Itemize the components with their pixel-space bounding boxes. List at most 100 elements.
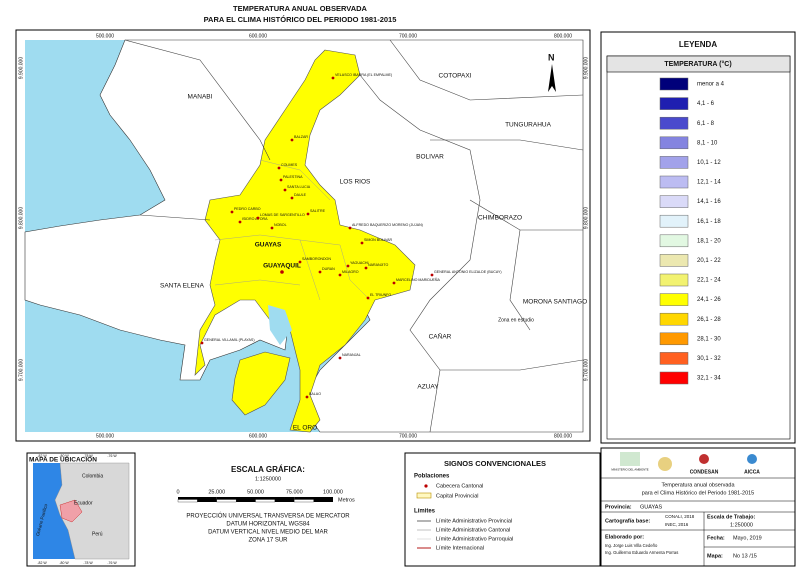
town-dot: [430, 273, 434, 277]
limit: [214, 234, 341, 246]
province-label: EL ORO: [293, 425, 317, 432]
scale-tick-label: 25.000: [208, 489, 225, 495]
x-coord: 500.000: [96, 33, 114, 39]
legend-label: 4,1 - 6: [697, 101, 715, 107]
legend-label: 24,1 - 26: [697, 297, 721, 303]
symbol-label: Límite Administrativo Provincial: [436, 518, 512, 524]
x-coord: 800.000: [554, 33, 572, 39]
town-label: MARCELINO MARIDUEÑA: [396, 277, 441, 282]
legend-swatch: [659, 234, 689, 248]
info-value: Mayo, 2019: [733, 535, 762, 541]
scale-segment: [294, 499, 314, 503]
town-label: NARANJAL: [342, 353, 361, 357]
province-labels: MANABI COTOPAXI TUNGURAHUA BOLIVAR LOS R…: [160, 73, 587, 432]
legend-label: 16,1 - 18: [697, 219, 721, 225]
town-dot: [306, 212, 310, 216]
legend-label: 20,1 - 22: [697, 258, 721, 264]
province-label: MORONA SANTIAGO: [523, 299, 587, 306]
inset-lon: -80 W: [59, 561, 69, 565]
town-label: EL TRIUNFO: [370, 293, 391, 297]
coordinates: 500.000 600.000 700.000 800.000 500.000 …: [18, 33, 589, 439]
info-grid: [601, 477, 795, 566]
limit: [124, 39, 271, 161]
canton-limits: [214, 159, 371, 301]
legend-label: 30,1 - 32: [697, 356, 721, 362]
town-label: PEDRO CARBO: [234, 207, 261, 211]
town-dot: [366, 296, 370, 300]
symbol-label: Límite Administrativo Cantonal: [436, 527, 510, 533]
town-dot: [360, 241, 364, 245]
x-coord: 700.000: [399, 33, 417, 39]
scale-tick-label: 0: [176, 489, 179, 495]
legend-swatch: [659, 175, 689, 189]
logo: [747, 454, 757, 464]
y-coord: 9.900.000: [583, 57, 589, 79]
town-dot: [230, 210, 234, 214]
x-coord: 500.000: [96, 433, 114, 439]
symbols-frame: [404, 452, 601, 567]
legend-frame: [600, 31, 796, 444]
info-value: INEC, 2016: [665, 522, 689, 527]
scale-unit: Metros: [338, 497, 355, 503]
limit: [299, 239, 321, 301]
projection: PROYECCIÓN UNIVERSAL TRANSVERSA DE MERCA…: [186, 513, 350, 520]
legend-label: 18,1 - 20: [697, 238, 721, 244]
limit: [509, 229, 531, 331]
scale-segment: [274, 499, 295, 502]
info-label: Mapa:: [707, 553, 723, 559]
map-body: N: [24, 39, 584, 433]
legend-label: 10,1 - 12: [697, 160, 721, 166]
town-dot: [200, 341, 204, 345]
symbols-heading: Poblaciones: [414, 474, 450, 480]
province-label: SANTA ELENA: [160, 283, 205, 290]
title: PARA EL CLIMA HISTÓRICO DEL PERIODO 1981…: [204, 15, 397, 24]
info-frame: [600, 447, 796, 567]
town-label: YAGUACHI: [350, 261, 369, 265]
y-coord: 9.700.000: [583, 359, 589, 381]
town-dot: [392, 281, 396, 285]
town-dot: [290, 138, 294, 142]
inset-land: [54, 462, 130, 560]
town-dot: [298, 260, 302, 264]
limit: [214, 279, 301, 286]
province-label: Zona en estudio: [498, 317, 534, 323]
projection: DATUM VERTICAL NIVEL MEDIO DEL MAR: [208, 530, 328, 536]
info-value: Ing. Jorge Luis Villa Cedeño: [605, 543, 658, 548]
gulf-inlet: [268, 305, 292, 345]
town-label: GENERAL VILLAMIL (PLAYAS): [204, 338, 255, 342]
limit: [339, 244, 371, 301]
limit: [139, 214, 211, 221]
town-label: BALZAR: [294, 135, 308, 139]
inset-lon: -82 W: [37, 454, 47, 458]
legend-label: 26,1 - 28: [697, 317, 721, 323]
legend-swatch: [659, 254, 689, 267]
legend-swatch: [659, 136, 689, 150]
x-coord: 600.000: [249, 33, 267, 39]
title: TEMPERATURA ANUAL OBSERVADA: [233, 4, 367, 13]
province-label: CHIMBORAZO: [478, 215, 522, 222]
legend-swatch: [659, 156, 689, 169]
legend-swatch: [659, 77, 689, 91]
north-arrow: N: [548, 52, 555, 62]
town-label: PALESTINA: [283, 175, 303, 179]
legend-swatch: [659, 371, 689, 385]
limit: [359, 74, 584, 371]
symbol-dot: [424, 484, 428, 488]
town-label: VELASCO IBARRA (EL EMPALME): [335, 73, 392, 77]
capital-dot: [280, 270, 284, 274]
logo-text: AICCA: [744, 469, 760, 475]
limit: [430, 139, 584, 151]
logo-text: CONDESAN: [690, 469, 719, 475]
inset-country: Ecuador: [74, 500, 93, 506]
scale-tick-label: 75.000: [286, 489, 303, 495]
scale-segment: [177, 499, 198, 503]
town-dot: [256, 216, 260, 220]
info-label: Escala de Trabajo:: [707, 514, 755, 520]
town-dot: [364, 266, 368, 270]
scale-segment: [313, 499, 333, 502]
legend-swatch: [659, 312, 689, 326]
town-dot: [290, 196, 294, 200]
inset-country: Perú: [92, 531, 103, 537]
province-label: COTOPAXI: [439, 73, 472, 80]
